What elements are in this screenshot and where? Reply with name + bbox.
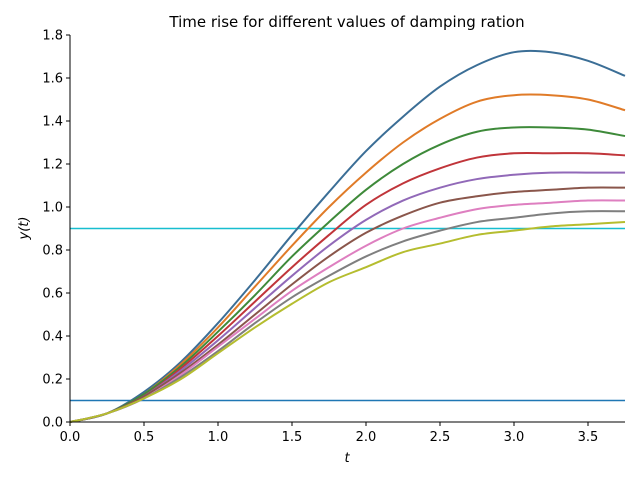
- y-tick-label: 1.0: [42, 201, 63, 216]
- chart-title: Time rise for different values of dampin…: [168, 13, 524, 31]
- x-axis-ticks: 0.0 0.5 1.0 1.5 2.0 2.5 3.0 3.5: [60, 422, 599, 445]
- x-tick-label: 1.0: [208, 430, 229, 445]
- y-tick-label: 0.8: [42, 244, 63, 259]
- x-tick-label: 0.5: [134, 430, 155, 445]
- y-tick-label: 0.0: [42, 416, 63, 431]
- y-axis-ticks: 0.0 0.2 0.4 0.6 0.8 1.0 1.2 1.4 1.6 1.8: [42, 29, 70, 431]
- y-tick-label: 1.8: [42, 29, 63, 44]
- x-tick-label: 2.0: [356, 430, 377, 445]
- y-axis-label: y(t): [17, 217, 32, 241]
- y-tick-label: 0.2: [42, 373, 63, 388]
- x-axis-label: t: [344, 451, 350, 466]
- series-line-1: [69, 49, 626, 423]
- plot-area: [69, 49, 626, 423]
- series-line-9: [69, 221, 626, 423]
- y-tick-label: 0.6: [42, 287, 63, 302]
- y-tick-label: 1.6: [42, 72, 63, 87]
- x-tick-label: 3.0: [504, 430, 525, 445]
- series-line-6: [69, 186, 626, 423]
- series-line-3: [69, 126, 626, 423]
- x-tick-label: 1.5: [282, 430, 303, 445]
- series-line-4: [69, 151, 626, 423]
- y-tick-label: 0.4: [42, 330, 63, 345]
- x-tick-label: 2.5: [430, 430, 451, 445]
- x-tick-label: 3.5: [578, 430, 599, 445]
- x-tick-label: 0.0: [60, 430, 81, 445]
- y-tick-label: 1.4: [42, 115, 63, 130]
- series-line-2: [69, 93, 626, 423]
- y-tick-label: 1.2: [42, 158, 63, 173]
